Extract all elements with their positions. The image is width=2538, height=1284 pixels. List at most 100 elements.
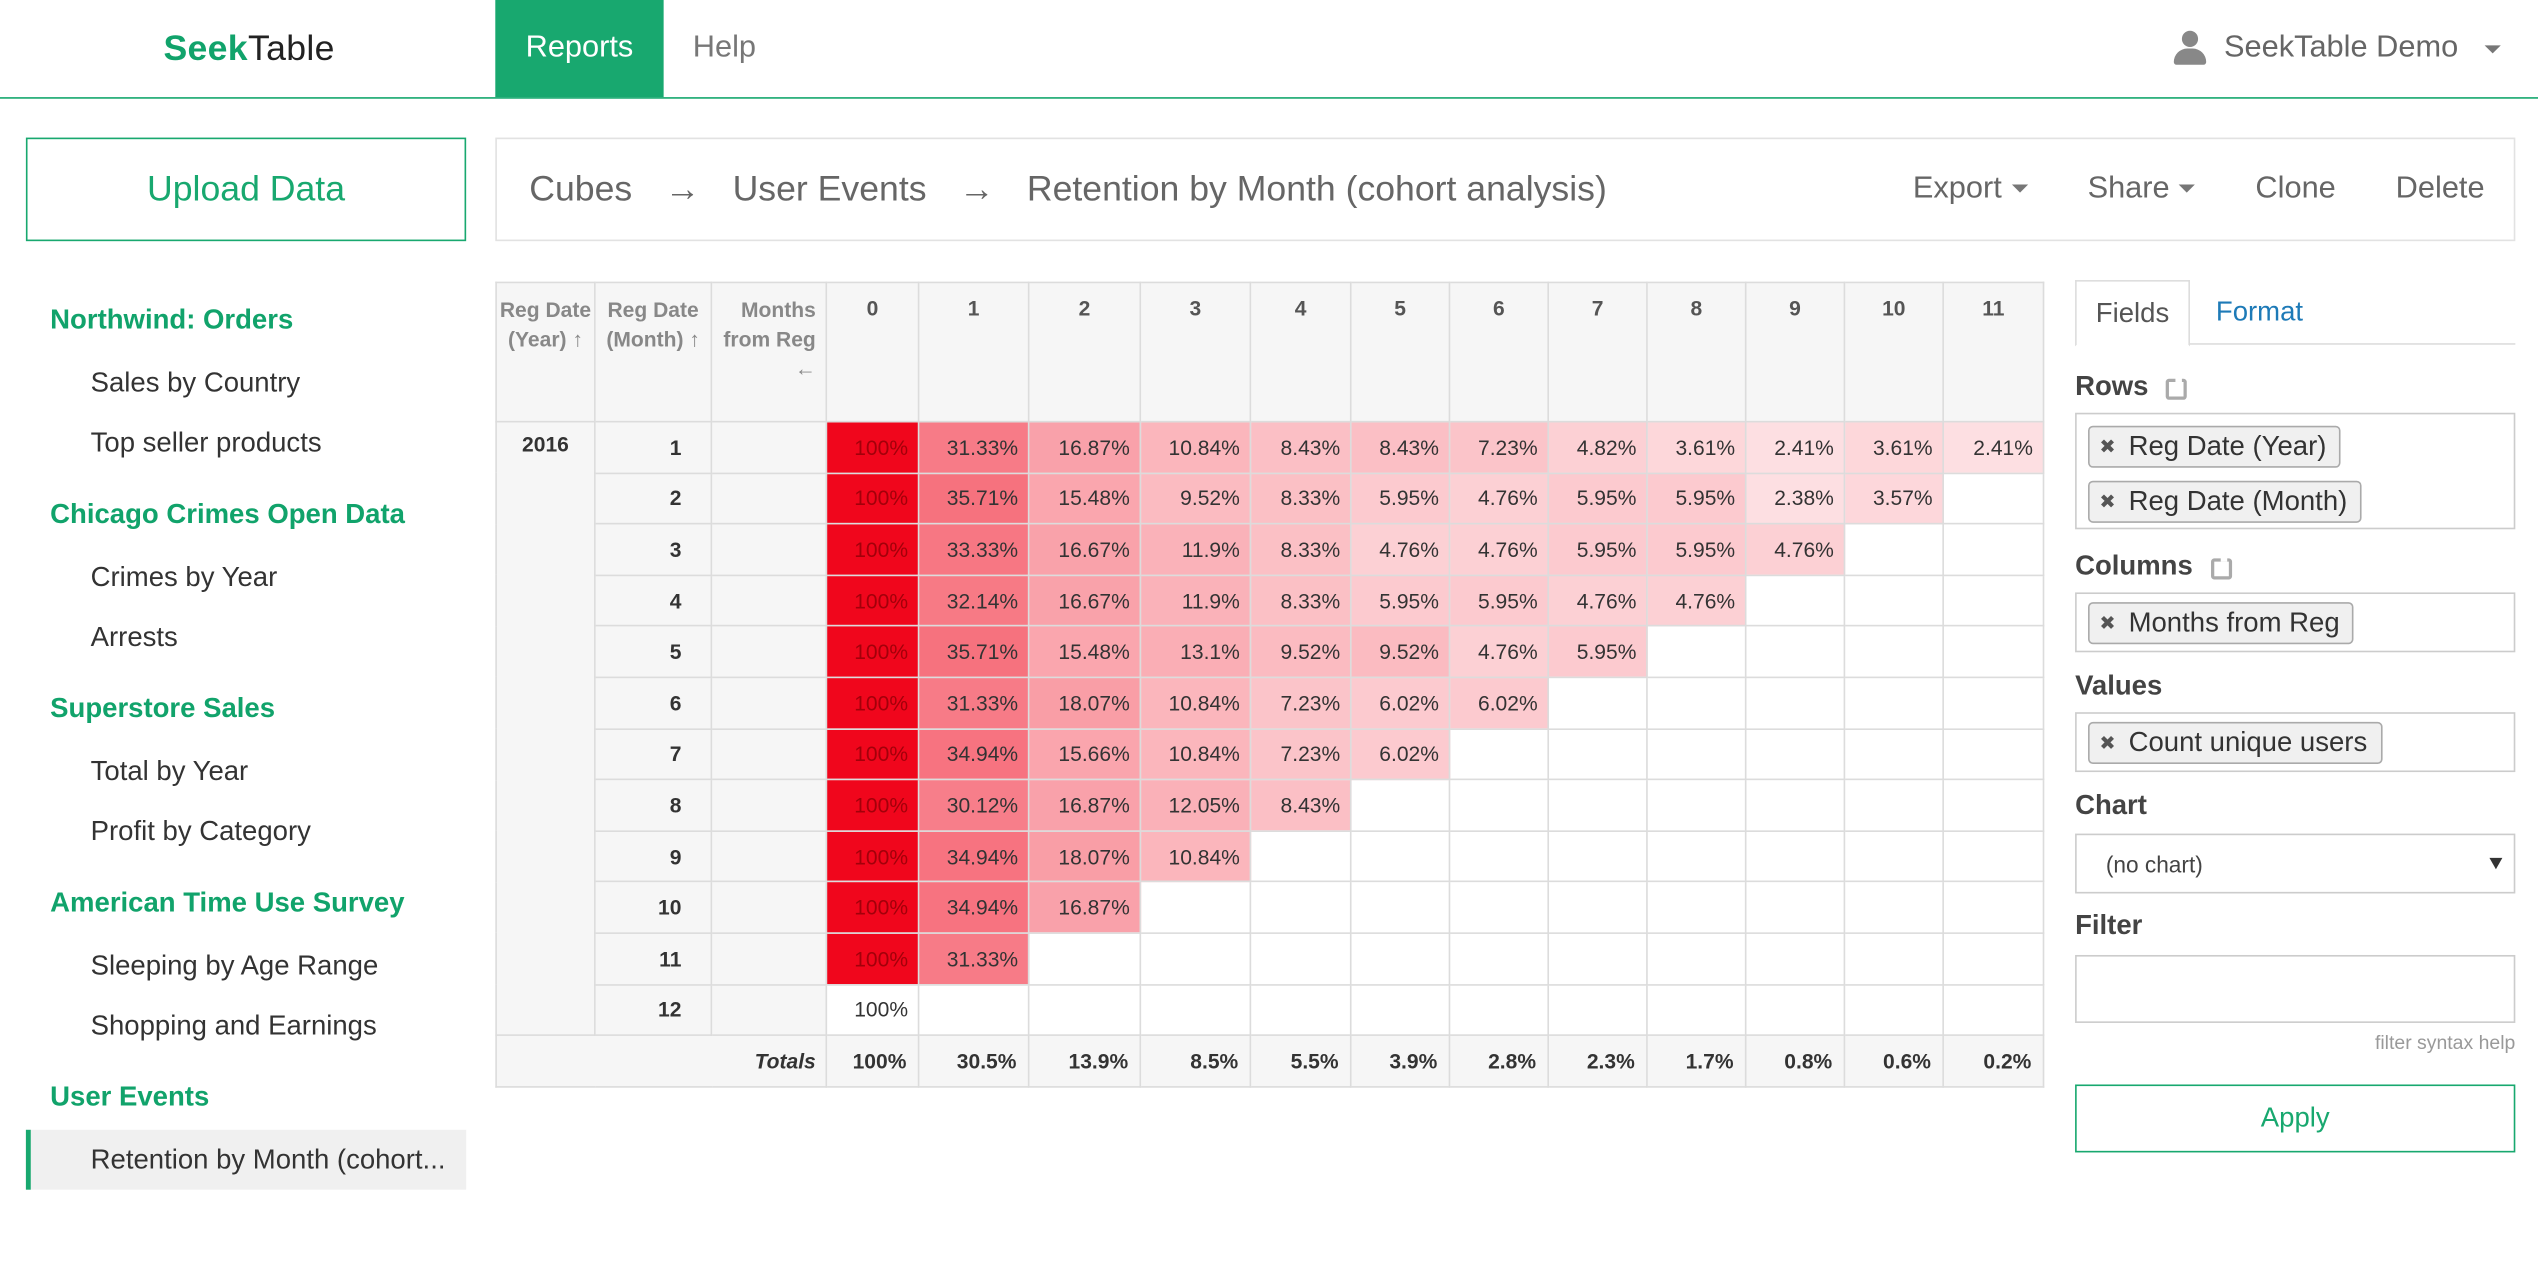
retention-cell: 8.43% bbox=[1249, 420, 1352, 474]
rows-section-label: Rows bbox=[2075, 371, 2515, 403]
nav-help-link[interactable]: Help bbox=[692, 30, 757, 65]
column-header[interactable]: 10 bbox=[1843, 281, 1944, 423]
column-header[interactable]: 3 bbox=[1139, 281, 1252, 423]
retention-cell: 7.23% bbox=[1249, 727, 1352, 781]
column-header[interactable]: 8 bbox=[1646, 281, 1747, 423]
sidebar-group-title[interactable]: User Events bbox=[50, 1081, 210, 1112]
breadcrumb-cubes[interactable]: Cubes bbox=[529, 168, 633, 209]
retention-cell: 8.33% bbox=[1249, 471, 1352, 525]
delete-button[interactable]: Delete bbox=[2395, 171, 2485, 206]
report-config-panel: Fields Format Rows ✖ Reg Date (Year) ✖ Reg … bbox=[2075, 280, 2516, 1153]
retention-cell bbox=[1744, 829, 1846, 883]
user-icon bbox=[2172, 30, 2208, 67]
field-chip[interactable]: ✖ Months from Reg bbox=[2088, 602, 2355, 645]
values-field-box[interactable]: ✖ Count unique users bbox=[2075, 712, 2516, 773]
retention-cell bbox=[1843, 727, 1944, 781]
table-row: 9 100% 34.94% 18.07% 10.84% bbox=[496, 829, 2045, 883]
tab-format[interactable]: Format bbox=[2215, 296, 2304, 327]
table-row: 2 100% 35.71% 15.48% 9.52% 8.33% 5.95% 4.76% 5.9… bbox=[496, 471, 2045, 525]
sidebar-report-item[interactable]: Total by Year bbox=[90, 755, 249, 786]
retention-cell: 7.23% bbox=[1448, 420, 1550, 474]
sidebar-group-title[interactable]: Northwind: Orders bbox=[50, 304, 294, 336]
sidebar-report-item[interactable]: Shopping and Earnings bbox=[90, 1009, 377, 1040]
retention-cell bbox=[1249, 881, 1352, 934]
total-cell: 8.5% bbox=[1139, 1034, 1252, 1088]
column-header[interactable]: 1 bbox=[917, 281, 1030, 423]
column-header[interactable]: 11 bbox=[1942, 281, 2045, 423]
filter-syntax-help-link[interactable]: filter syntax help bbox=[2374, 1031, 2516, 1054]
columns-field-box[interactable]: ✖ Months from Reg bbox=[2075, 592, 2516, 653]
user-menu[interactable]: SeekTable Demo bbox=[2172, 0, 2501, 97]
column-header[interactable]: 7 bbox=[1547, 281, 1648, 423]
remove-icon[interactable]: ✖ bbox=[2099, 611, 2116, 635]
sidebar-group-title[interactable]: Chicago Crimes Open Data bbox=[50, 498, 405, 530]
header-reg-date-month[interactable]: Reg Date (Month) ↑ bbox=[594, 281, 713, 423]
sidebar-report-item[interactable]: Top seller products bbox=[90, 426, 322, 458]
remove-icon[interactable]: ✖ bbox=[2099, 435, 2116, 459]
sidebar-report-item[interactable]: Crimes by Year bbox=[90, 560, 278, 592]
row-header-spacer bbox=[710, 829, 828, 883]
table-row: 12 100% bbox=[496, 983, 2045, 1037]
column-header[interactable]: 5 bbox=[1349, 281, 1451, 423]
retention-cell bbox=[1744, 778, 1846, 832]
column-header[interactable]: 9 bbox=[1744, 281, 1846, 423]
rows-field-box[interactable]: ✖ Reg Date (Year) ✖ Reg Date (Month) bbox=[2075, 412, 2516, 530]
retention-cell: 6.02% bbox=[1448, 676, 1550, 730]
header-reg-date-year[interactable]: Reg Date (Year) ↑ bbox=[495, 281, 596, 423]
swap-axes-icon[interactable] bbox=[2209, 555, 2232, 580]
retention-cell bbox=[1843, 881, 1944, 934]
sidebar-report-item[interactable]: Sleeping by Age Range bbox=[90, 949, 379, 981]
column-header[interactable]: 2 bbox=[1027, 281, 1142, 423]
chart-type-select[interactable]: (no chart) bbox=[2075, 833, 2516, 894]
column-header[interactable]: 0 bbox=[825, 281, 920, 423]
sidebar-group-title[interactable]: Superstore Sales bbox=[50, 692, 276, 724]
retention-cell bbox=[1843, 983, 1944, 1037]
apply-button[interactable]: Apply bbox=[2075, 1084, 2516, 1153]
field-chip[interactable]: ✖ Reg Date (Year) bbox=[2088, 425, 2341, 468]
tab-fields[interactable]: Fields bbox=[2075, 280, 2190, 347]
sidebar-report-item[interactable]: Arrests bbox=[90, 620, 178, 652]
sidebar-spacer bbox=[26, 861, 466, 871]
breadcrumb-user-events[interactable]: User Events bbox=[732, 168, 927, 209]
retention-cell bbox=[1646, 881, 1747, 934]
chart-label: Chart bbox=[2075, 789, 2147, 821]
column-header[interactable]: 6 bbox=[1448, 281, 1550, 423]
retention-cell: 5.95% bbox=[1646, 523, 1747, 576]
remove-icon[interactable]: ✖ bbox=[2099, 490, 2116, 514]
remove-icon[interactable]: ✖ bbox=[2099, 731, 2116, 755]
header-months-from-reg[interactable]: Months from Reg ← bbox=[710, 281, 828, 423]
row-header-month: 9 bbox=[594, 829, 713, 883]
field-chip[interactable]: ✖ Reg Date (Month) bbox=[2088, 480, 2362, 523]
retention-cell: 4.76% bbox=[1448, 523, 1550, 576]
swap-axes-icon[interactable] bbox=[2165, 375, 2188, 400]
retention-cell: 18.07% bbox=[1027, 829, 1142, 883]
upload-data-button[interactable]: Upload Data bbox=[25, 137, 467, 242]
retention-cell: 10.84% bbox=[1139, 829, 1252, 883]
sidebar-group-title[interactable]: American Time Use Survey bbox=[50, 887, 405, 918]
row-header-month: 6 bbox=[594, 676, 713, 730]
nav-reports-tab[interactable]: Reports bbox=[495, 0, 664, 98]
column-header[interactable]: 4 bbox=[1249, 281, 1352, 423]
retention-cell: 9.52% bbox=[1349, 625, 1451, 679]
field-chip[interactable]: ✖ Count unique users bbox=[2088, 721, 2382, 764]
table-row: 10 100% 34.94% 16.87% bbox=[496, 881, 2045, 934]
retention-cell: 15.66% bbox=[1027, 727, 1142, 781]
retention-cell: 8.43% bbox=[1249, 778, 1352, 832]
clone-button[interactable]: Clone bbox=[2255, 171, 2336, 206]
retention-cell bbox=[1843, 829, 1944, 883]
retention-cell bbox=[1547, 881, 1648, 934]
share-button[interactable]: Share bbox=[2088, 172, 2196, 208]
sidebar-report-item[interactable]: Sales by Country bbox=[90, 366, 301, 398]
export-button[interactable]: Export bbox=[1913, 172, 2028, 208]
sidebar-report-item[interactable]: Profit by Category bbox=[90, 814, 311, 846]
logo[interactable]: SeekTable bbox=[163, 28, 334, 70]
retention-cell bbox=[1547, 727, 1648, 781]
table-row: 3 100% 33.33% 16.67% 11.9% 8.33% 4.76% 4.76% 5.9… bbox=[496, 523, 2045, 576]
filter-input[interactable] bbox=[2075, 954, 2516, 1023]
retention-cell bbox=[1249, 829, 1352, 883]
sidebar-report-item[interactable]: Retention by Month (cohort... bbox=[25, 1129, 467, 1190]
totals-label: Totals bbox=[495, 1034, 828, 1088]
retention-cell: 9.52% bbox=[1139, 471, 1252, 525]
chevron-down-icon bbox=[2011, 185, 2028, 194]
retention-cell bbox=[1646, 676, 1747, 730]
